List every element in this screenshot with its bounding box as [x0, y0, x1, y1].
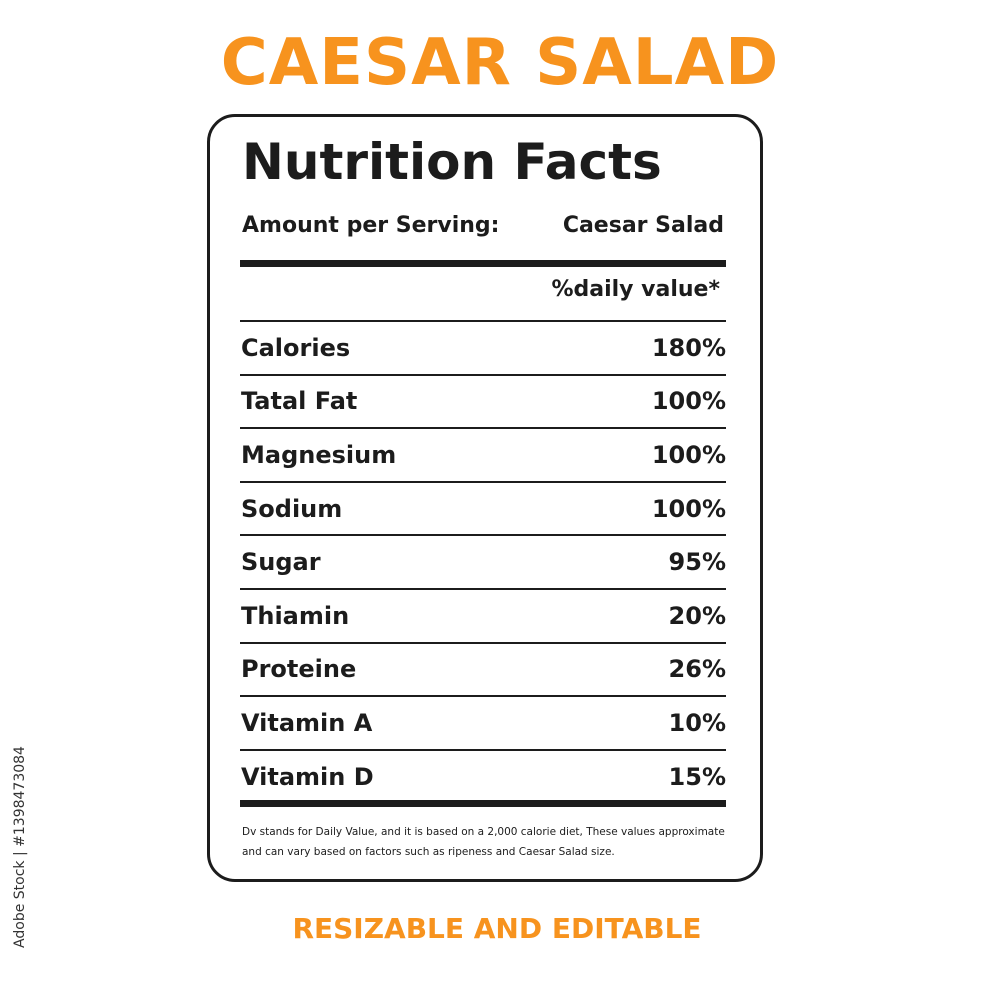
nutrient-value: 100%: [651, 494, 726, 523]
nutrient-value: 10%: [668, 708, 726, 737]
watermark-text: Adobe Stock | #1398473084: [12, 746, 28, 948]
nutrient-value: 100%: [651, 440, 726, 469]
nutrient-value: 15%: [668, 762, 726, 791]
nutrient-row: Thiamin 20%: [240, 590, 726, 644]
daily-value-header: %daily value*: [551, 277, 720, 302]
nutrient-row: Tatal Fat 100%: [240, 376, 726, 430]
thick-divider-bottom: [240, 800, 726, 807]
subline: RESIZABLE AND EDITABLE: [292, 912, 702, 945]
nutrient-row: Vitamin D 15%: [240, 751, 726, 803]
nutrient-name: Magnesium: [241, 440, 397, 469]
nutrient-name: Sodium: [241, 494, 343, 523]
nutrient-row: Sugar 95%: [240, 536, 726, 590]
nutrient-name: Proteine: [241, 655, 357, 684]
nutrient-value: 180%: [651, 333, 726, 362]
nutrient-name: Vitamin D: [241, 762, 374, 791]
nutrient-name: Thiamin: [241, 601, 350, 630]
stock-watermark: Adobe Stock | #1398473084: [8, 746, 32, 948]
nutrient-list: Calories 180% Tatal Fat 100% Magnesium 1…: [240, 320, 726, 802]
nutrient-row: Vitamin A 10%: [240, 697, 726, 751]
nutrient-value: 95%: [668, 548, 726, 577]
serving-line: Amount per Serving: Caesar Salad: [242, 213, 724, 238]
nutrient-row: Magnesium 100%: [240, 429, 726, 483]
nutrient-value: 20%: [668, 601, 726, 630]
nutrient-name: Calories: [241, 333, 351, 362]
thick-divider-top: [240, 260, 726, 267]
nutrient-value: 26%: [668, 655, 726, 684]
nutrient-row: Proteine 26%: [240, 644, 726, 698]
serving-label: Amount per Serving:: [242, 213, 500, 238]
nutrient-name: Tatal Fat: [241, 387, 358, 416]
nutrient-name: Sugar: [241, 548, 321, 577]
footnote: Dv stands for Daily Value, and it is bas…: [242, 822, 742, 862]
footnote-line: and can vary based on factors such as ri…: [242, 846, 615, 858]
nutrient-value: 100%: [651, 387, 726, 416]
nutrient-row: Sodium 100%: [240, 483, 726, 537]
footnote-line: Dv stands for Daily Value, and it is bas…: [242, 826, 725, 838]
nutrient-row: Calories 180%: [240, 322, 726, 376]
label-title: Nutrition Facts: [242, 133, 662, 191]
nutrition-label: Nutrition Facts Amount per Serving: Caes…: [207, 114, 763, 882]
serving-value: Caesar Salad: [562, 213, 724, 238]
nutrient-name: Vitamin A: [241, 708, 373, 737]
headline: CAESAR SALAD: [220, 26, 780, 100]
